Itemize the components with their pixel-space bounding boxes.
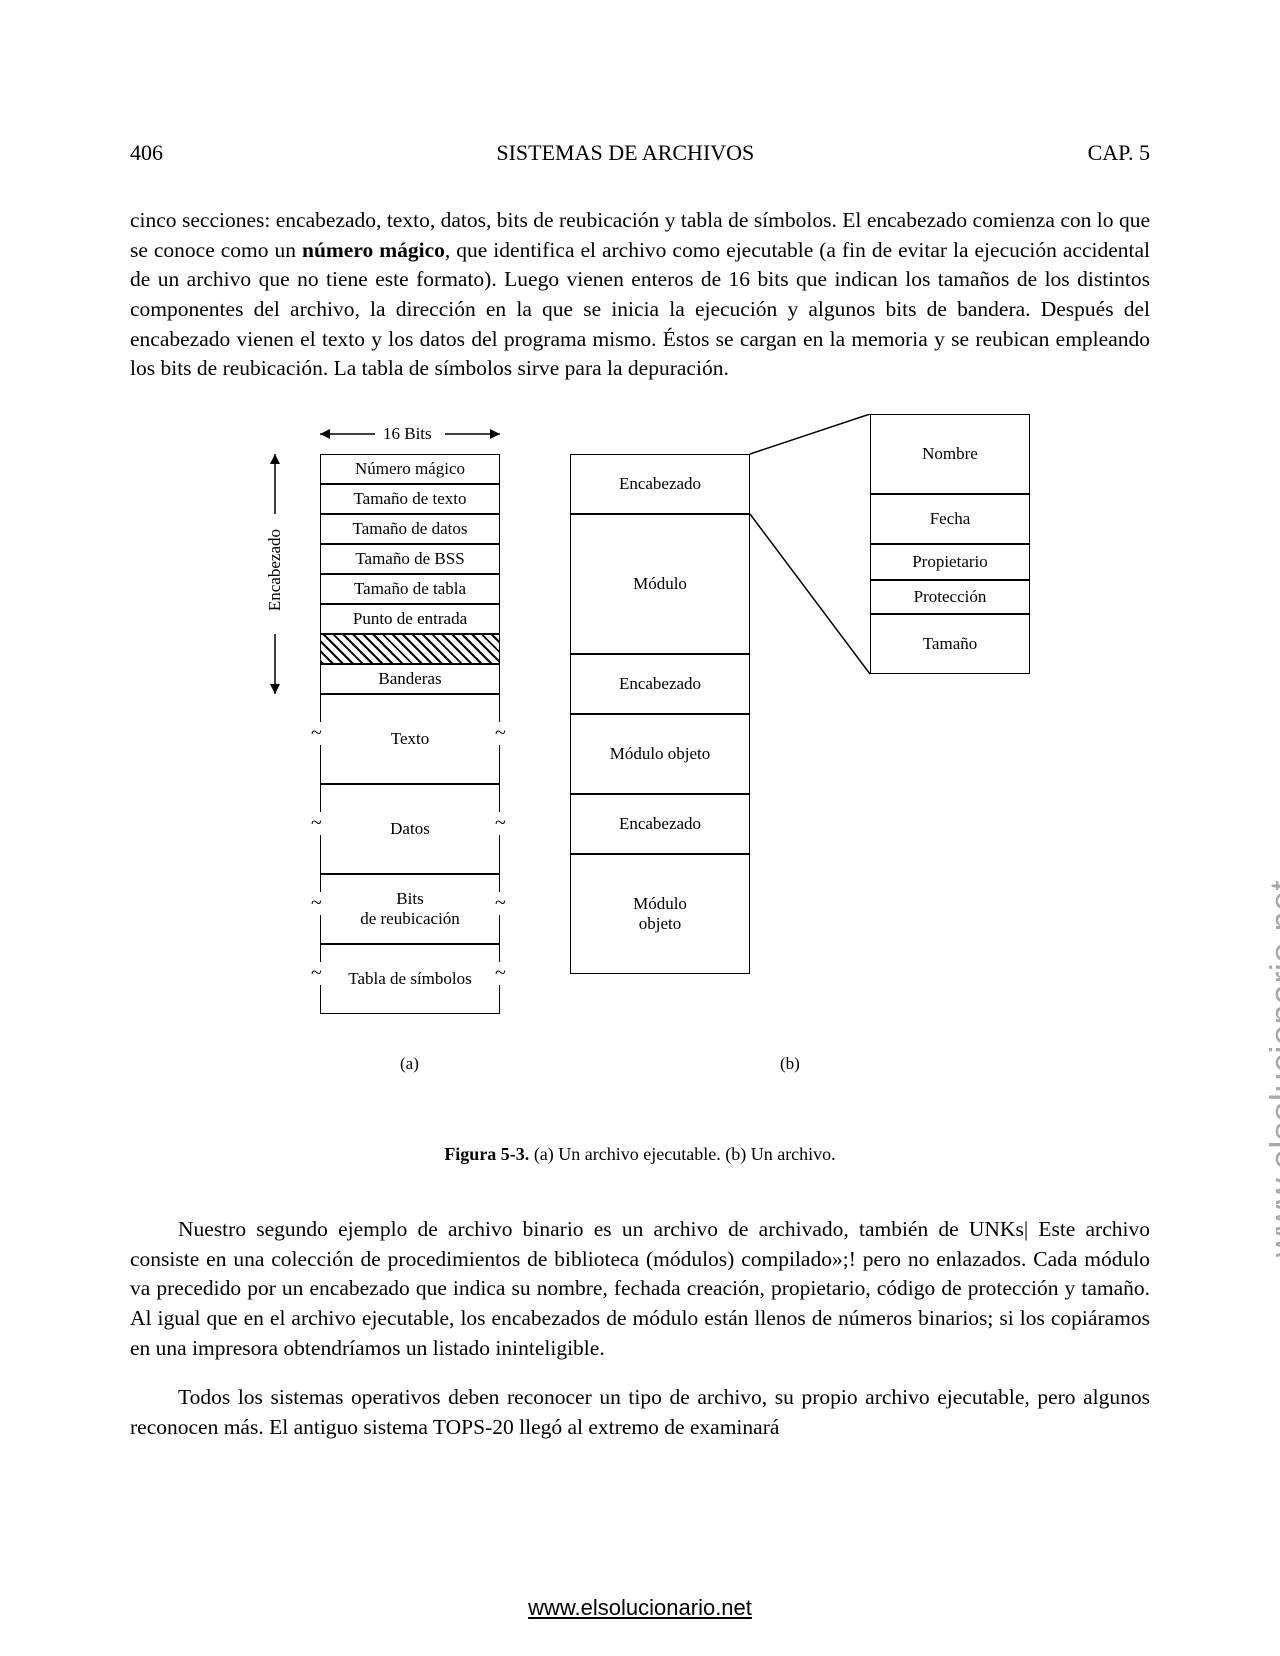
diagram-cell: Tamaño de tabla [320, 574, 500, 604]
break-mark: ~ [310, 892, 323, 915]
diagram-cell: Bitsde reubicación [320, 874, 500, 944]
break-mark: ~ [494, 892, 507, 915]
diagram-cell: Texto [320, 694, 500, 784]
diagram-cell: Encabezado [570, 794, 750, 854]
break-mark: ~ [310, 812, 323, 835]
page-header: 406 SISTEMAS DE ARCHIVOS CAP. 5 [130, 140, 1150, 166]
diagram-cell: Tamaño de BSS [320, 544, 500, 574]
diagram-cell: Tamaño de texto [320, 484, 500, 514]
diagram-cell: Tabla de símbolos [320, 944, 500, 1014]
chapter-label: CAP. 5 [1088, 140, 1150, 166]
diagram-cell: Protección [870, 580, 1030, 614]
break-mark: ~ [310, 722, 323, 745]
diagram-cell: Módulo [570, 514, 750, 654]
page-number: 406 [130, 140, 163, 166]
figure-caption: Figura 5-3. (a) Un archivo ejecutable. (… [130, 1144, 1150, 1165]
side-watermark: www.elsolucionario.net [1262, 880, 1280, 1257]
diagram-label: (a) [400, 1054, 419, 1074]
diagram-cell: Tamaño [870, 614, 1030, 674]
break-mark: ~ [494, 812, 507, 835]
paragraph-3: Todos los sistemas operativos deben reco… [130, 1383, 1150, 1442]
diagram-cell [320, 634, 500, 664]
side-bracket-label: Encabezado [265, 529, 285, 611]
diagram-cell: Encabezado [570, 654, 750, 714]
footer-link[interactable]: www.elsolucionario.net [0, 1595, 1280, 1621]
break-mark: ~ [310, 962, 323, 985]
diagram-cell: Módulo objeto [570, 714, 750, 794]
diagram-cell: Propietario [870, 544, 1030, 580]
diagram-cell: Fecha [870, 494, 1030, 544]
diagram-cell: Número mágico [320, 454, 500, 484]
diagram-label: 16 Bits [383, 424, 432, 444]
figure-5-3: 16 BitsNúmero mágicoTamaño de textoTamañ… [130, 414, 1150, 1134]
page-title: SISTEMAS DE ARCHIVOS [496, 140, 754, 166]
diagram-cell: Nombre [870, 414, 1030, 494]
caption-bold: Figura 5-3. [444, 1144, 529, 1164]
diagram-cell: Tamaño de datos [320, 514, 500, 544]
paragraph-2: Nuestro segundo ejemplo de archivo binar… [130, 1215, 1150, 1363]
caption-rest: (a) Un archivo ejecutable. (b) Un archiv… [529, 1144, 835, 1164]
break-mark: ~ [494, 962, 507, 985]
diagram-cell: Móduloobjeto [570, 854, 750, 974]
break-mark: ~ [494, 722, 507, 745]
diagram-cell: Datos [320, 784, 500, 874]
paragraph-1: cinco secciones: encabezado, texto, dato… [130, 206, 1150, 384]
para1-bold: número mágico [302, 238, 445, 262]
diagram-cell: Punto de entrada [320, 604, 500, 634]
diagram-cell: Encabezado [570, 454, 750, 514]
diagram-label: (b) [780, 1054, 800, 1074]
diagram-cell: Banderas [320, 664, 500, 694]
